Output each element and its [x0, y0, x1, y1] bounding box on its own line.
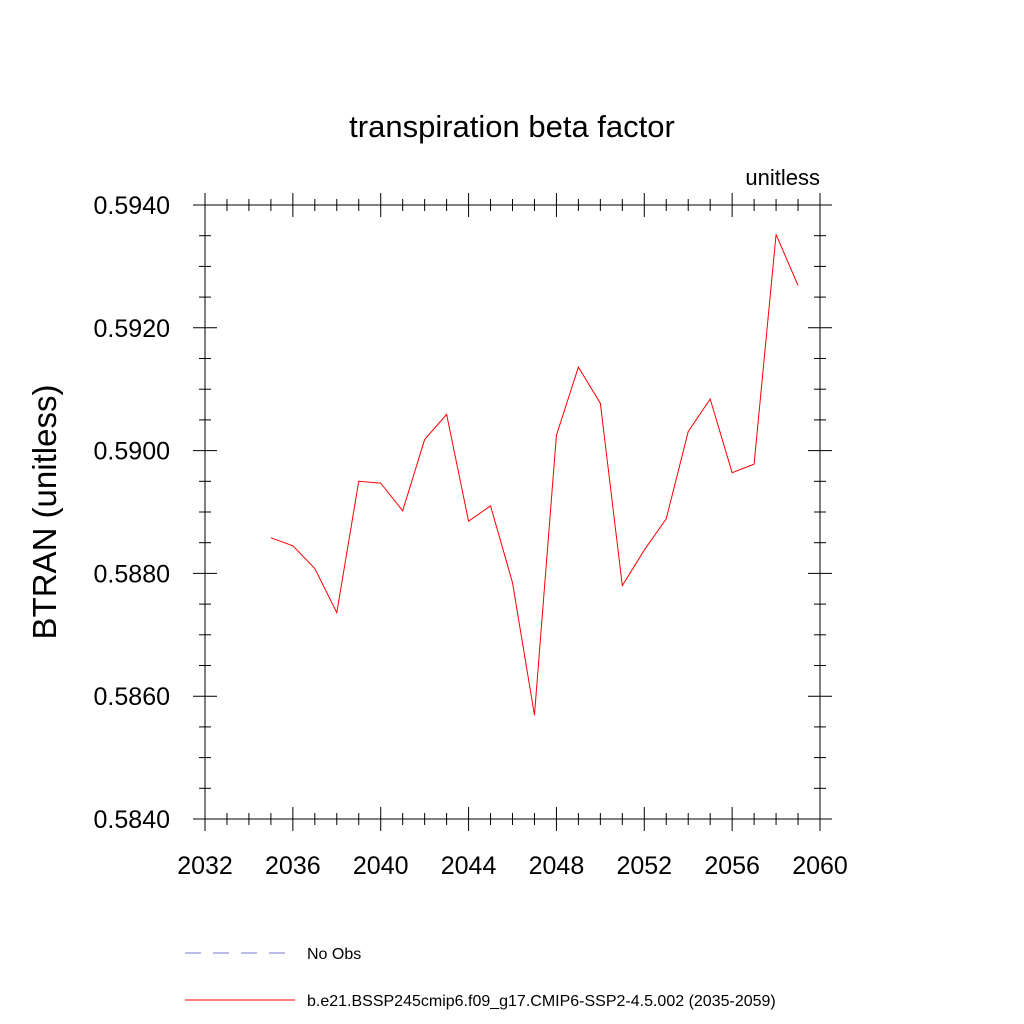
y-tick-labels: 0.5840 0.5860 0.5880 0.5900 0.5920 0.5940: [94, 192, 170, 834]
y-tick-label: 0.5900: [94, 438, 170, 466]
y-tick-label: 0.5920: [94, 315, 170, 343]
x-tick-labels: 2032 2036 2040 2044 2048 2052 2056 2060: [177, 852, 848, 880]
major-ticks: [193, 193, 832, 831]
series-line: [270, 234, 799, 716]
x-tick-label: 2060: [792, 852, 848, 880]
y-axis-label: BTRAN (unitless): [26, 385, 63, 640]
series-group: [270, 234, 799, 716]
units-label: unitless: [745, 165, 820, 190]
plot-frame: [204, 204, 821, 820]
x-tick-label: 2044: [441, 852, 497, 880]
y-tick-label: 0.5880: [94, 560, 170, 588]
minor-ticks: [199, 199, 826, 825]
y-tick-label: 0.5840: [94, 806, 170, 834]
x-tick-label: 2052: [616, 852, 672, 880]
x-tick-label: 2048: [529, 852, 585, 880]
legend-label-model-run: b.e21.BSSP245cmip6.f09_g17.CMIP6-SSP2-4.…: [307, 993, 776, 1010]
x-tick-label: 2040: [353, 852, 409, 880]
chart-title: transpiration beta factor: [349, 109, 675, 144]
x-tick-label: 2032: [177, 852, 233, 880]
legend-label-no-obs: No Obs: [307, 946, 361, 963]
legend: No Obs b.e21.BSSP245cmip6.f09_g17.CMIP6-…: [185, 946, 776, 1010]
y-tick-label: 0.5860: [94, 683, 170, 711]
x-tick-label: 2036: [265, 852, 321, 880]
y-tick-label: 0.5940: [94, 192, 170, 220]
x-tick-label: 2056: [704, 852, 760, 880]
